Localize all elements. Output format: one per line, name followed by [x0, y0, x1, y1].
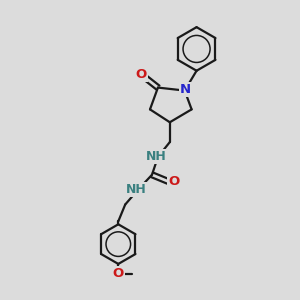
Text: N: N	[180, 83, 191, 96]
Text: NH: NH	[146, 150, 166, 164]
Text: NH: NH	[126, 183, 146, 196]
Text: O: O	[168, 175, 179, 188]
Text: O: O	[136, 68, 147, 81]
Text: O: O	[113, 267, 124, 280]
